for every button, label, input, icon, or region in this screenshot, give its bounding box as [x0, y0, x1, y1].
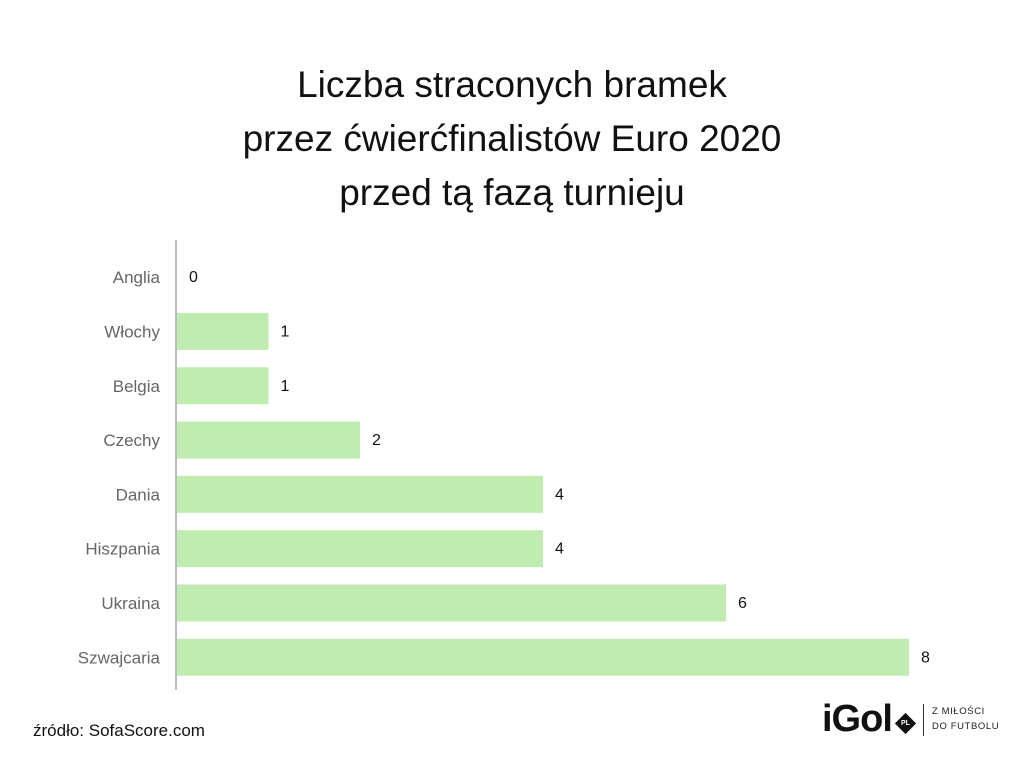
- bar-4: [177, 475, 543, 513]
- bar-2: [177, 367, 269, 405]
- value-label-3: 2: [372, 432, 381, 449]
- category-label-6: Ukraina: [101, 594, 160, 613]
- value-label-5: 4: [555, 541, 564, 558]
- category-label-0: Anglia: [113, 268, 161, 287]
- logo-wordmark: iGol: [822, 698, 893, 740]
- category-label-2: Belgia: [113, 377, 161, 396]
- chart-title-line-2: przez ćwierćfinalistów Euro 2020: [242, 118, 782, 159]
- igol-logo: iGol PL Z MIŁOŚCI DO FUTBOLU: [822, 696, 1002, 742]
- bar-7: [177, 638, 909, 676]
- value-label-0: 0: [189, 269, 198, 286]
- bar-3: [177, 421, 360, 459]
- logo-tagline: Z MIŁOŚCI DO FUTBOLU: [932, 704, 999, 734]
- source-note: źródło: SofaScore.com: [33, 721, 205, 740]
- category-label-1: Włochy: [104, 322, 160, 341]
- value-label-1: 1: [281, 323, 290, 340]
- chart-title: Liczba straconych bramek przez ćwierćfin…: [0, 58, 1024, 220]
- category-label-3: Czechy: [103, 431, 160, 450]
- value-label-2: 1: [281, 378, 290, 395]
- category-label-7: Szwajcaria: [78, 648, 161, 667]
- value-label-6: 6: [738, 595, 747, 612]
- value-label-4: 4: [555, 486, 564, 503]
- logo-tagline-line-1: Z MIŁOŚCI: [932, 706, 985, 717]
- bar-6: [177, 584, 726, 622]
- chart-title-line-3: przed tą fazą turnieju: [339, 172, 685, 213]
- value-label-7: 8: [921, 649, 930, 666]
- logo-badge-icon: PL: [894, 712, 917, 735]
- logo-divider: [923, 704, 924, 736]
- bar-5: [177, 530, 543, 568]
- category-label-4: Dania: [116, 485, 161, 504]
- chart-title-line-1: Liczba straconych bramek: [297, 64, 727, 105]
- category-label-5: Hiszpania: [85, 540, 160, 559]
- logo-tagline-line-2: DO FUTBOLU: [932, 721, 1000, 732]
- bar-1: [177, 312, 269, 350]
